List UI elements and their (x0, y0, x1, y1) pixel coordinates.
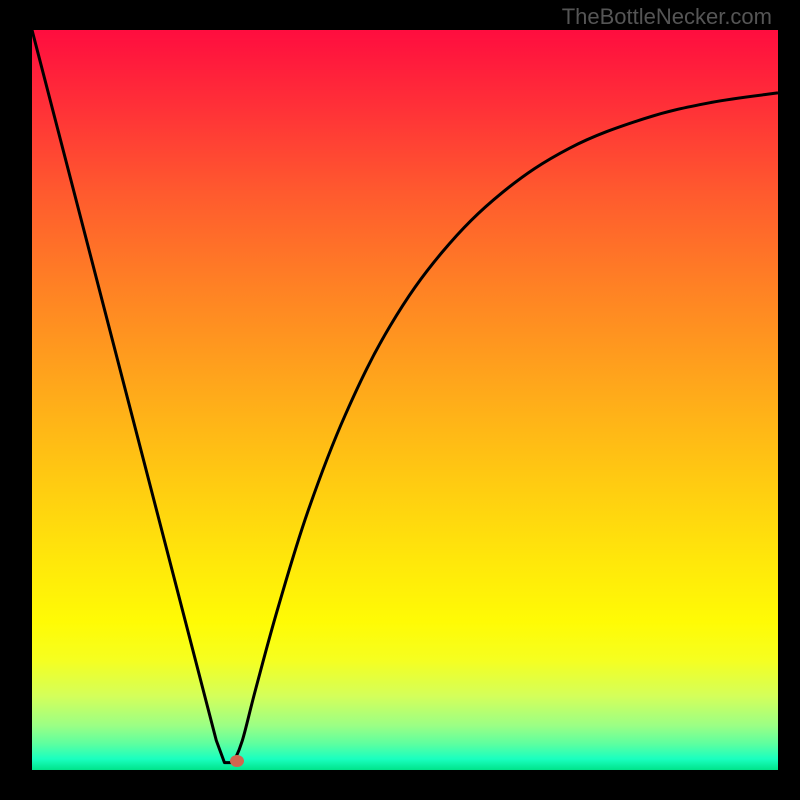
plot-area (0, 0, 800, 800)
plot-inner (32, 30, 778, 770)
bottleneck-curve (32, 30, 778, 763)
watermark-text: TheBottleNecker.com (562, 4, 772, 30)
curve-layer (32, 30, 778, 770)
chart-frame: TheBottleNecker.com (0, 0, 800, 800)
min-marker (230, 755, 244, 767)
